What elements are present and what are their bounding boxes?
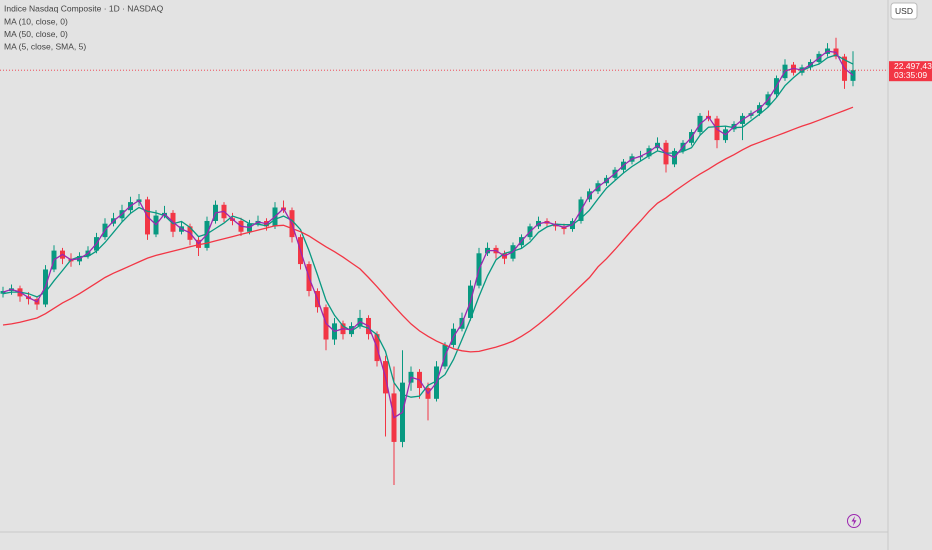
ma-line [2, 50, 854, 419]
last-price-label: 22.497,43 [894, 61, 932, 71]
bolt-icon[interactable] [847, 514, 861, 528]
header: Indice Nasdaq Composite · 1D · NASDAQ [4, 3, 164, 13]
legend-entry: MA (50, close, 0) [4, 29, 68, 39]
candle-body [0, 291, 6, 294]
plot [0, 37, 856, 486]
legend-entry: MA (5, close, SMA, 5) [4, 41, 86, 51]
ma-line [2, 106, 854, 353]
candle-body [850, 70, 856, 81]
legend-entry: MA (10, close, 0) [4, 16, 68, 26]
countdown: 03:35:09 [894, 70, 927, 80]
currency-box[interactable] [890, 2, 918, 20]
bolt-circle[interactable] [847, 514, 861, 528]
legend: MA (10, close, 0) MA (50, close, 0) MA (5,… [4, 16, 86, 51]
last-price-box [889, 61, 932, 82]
chart-title: Indice Nasdaq Composite · 1D · NASDAQ [4, 3, 164, 13]
currency[interactable]: USD [895, 6, 913, 16]
bolt[interactable] [851, 516, 857, 526]
